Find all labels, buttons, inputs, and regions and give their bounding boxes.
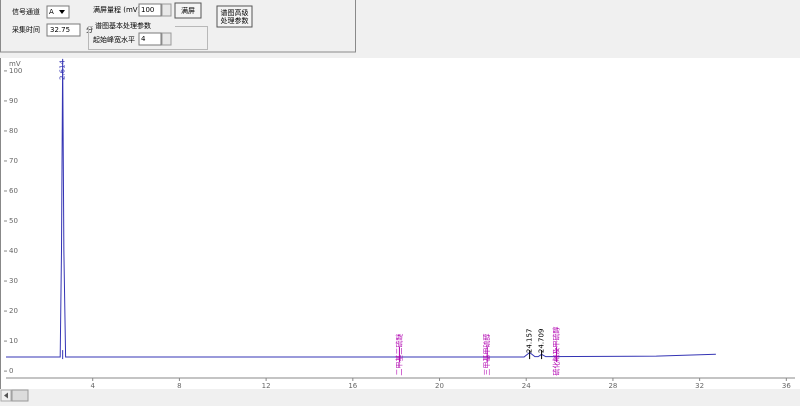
range-label: 满屏量程 (mV) xyxy=(93,5,141,14)
chart: mV 0 10 20 30 40 50 60 70 80 90 100 4 8 12 16 20 24 28 32 36… xyxy=(4,58,795,390)
advanced-button[interactable] xyxy=(216,5,253,28)
scroll-thumb[interactable] xyxy=(11,389,29,402)
x-tick-label: 28 xyxy=(608,382,617,390)
compound-label: 硫化羰及甲硫醇 xyxy=(552,327,561,376)
width-value: 4 xyxy=(141,35,146,43)
y-tick-label: 80 xyxy=(9,127,18,135)
y-tick-label: 60 xyxy=(9,187,18,195)
y-tick-label: 100 xyxy=(9,67,22,75)
width-spinner[interactable] xyxy=(161,32,172,46)
x-tick-label: 4 xyxy=(90,382,95,390)
compound-label: 三甲基甲硫醇 xyxy=(482,334,491,376)
x-tick-label: 32 xyxy=(695,382,704,390)
group-title: 谱图基本处理参数 xyxy=(95,21,151,30)
peak-label: 24.709 xyxy=(538,329,546,354)
y-tick-label: 50 xyxy=(9,217,18,225)
y-tick-label: 30 xyxy=(9,277,18,285)
y-unit: mV xyxy=(9,60,21,68)
signal-line xyxy=(6,58,716,358)
x-tick-label: 36 xyxy=(782,382,791,390)
peak-label: 2.614 xyxy=(59,59,67,80)
peak-label: 24.157 xyxy=(526,329,534,354)
x-tick-label: 8 xyxy=(177,382,181,390)
channel-select[interactable] xyxy=(46,5,70,19)
fullscreen-button[interactable] xyxy=(174,2,202,19)
range-input[interactable] xyxy=(138,3,162,17)
advanced-text: 谱图高级 xyxy=(221,8,249,17)
width-label: 起始峰宽水平 xyxy=(93,35,135,44)
time-unit: 分 xyxy=(86,25,93,34)
y-tick-label: 0 xyxy=(9,367,13,375)
y-tick-label: 20 xyxy=(9,307,18,315)
compound-label: 二甲基二硫醚 xyxy=(394,334,403,376)
channel-label: 信号通道 xyxy=(12,7,40,16)
time-label: 采集时间 xyxy=(12,25,40,34)
range-spinner[interactable] xyxy=(161,3,172,17)
fullscreen-text: 满屏 xyxy=(181,6,195,15)
y-tick-label: 90 xyxy=(9,97,18,105)
channel-value: A xyxy=(49,8,54,16)
dropdown-arrow xyxy=(59,10,65,14)
arrow-icon xyxy=(4,392,8,399)
time-value: 32.75 xyxy=(50,26,70,34)
width-input[interactable] xyxy=(138,32,162,46)
y-tick-label: 10 xyxy=(9,337,18,345)
advanced-text: 处理参数 xyxy=(221,16,249,25)
time-input[interactable] xyxy=(46,23,81,37)
x-tick-label: 24 xyxy=(522,382,531,390)
x-tick-label: 16 xyxy=(348,382,357,390)
plot-area xyxy=(0,58,800,389)
x-tick-label: 20 xyxy=(435,382,444,390)
x-tick-label: 12 xyxy=(262,382,271,390)
y-tick-label: 40 xyxy=(9,247,18,255)
range-value: 100 xyxy=(141,6,154,14)
y-tick-label: 70 xyxy=(9,157,18,165)
group-title-bg xyxy=(93,22,175,30)
scrollbar[interactable] xyxy=(0,389,800,402)
